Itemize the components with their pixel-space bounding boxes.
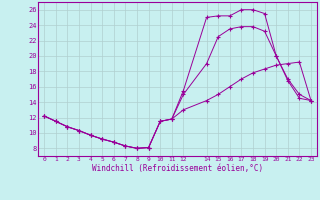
X-axis label: Windchill (Refroidissement éolien,°C): Windchill (Refroidissement éolien,°C): [92, 164, 263, 173]
